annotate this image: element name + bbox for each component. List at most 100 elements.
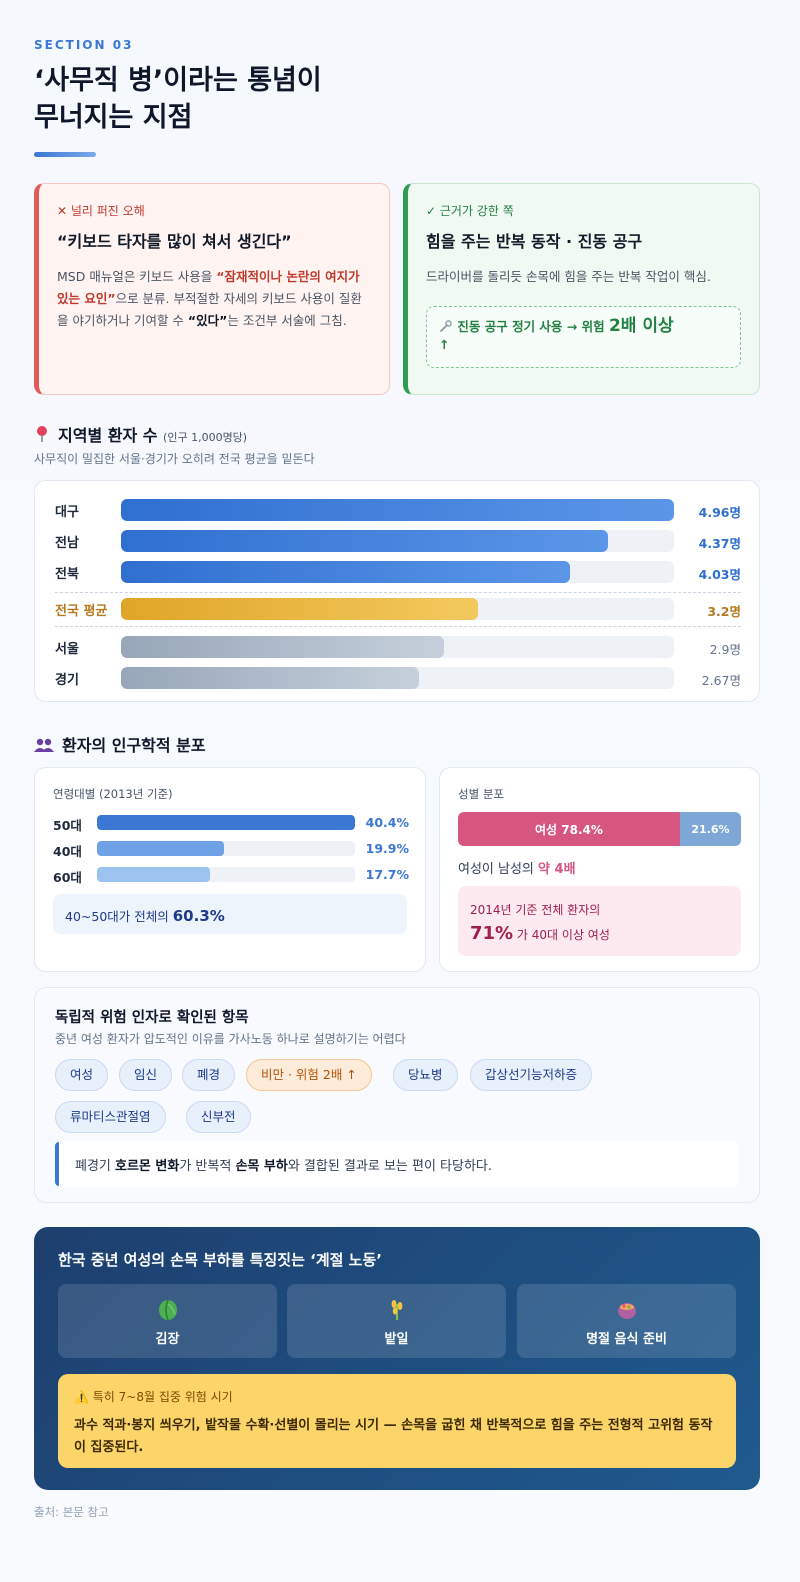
cabbage-icon	[155, 1296, 181, 1322]
region-value: 4.37명	[698, 536, 741, 551]
risk-pill: 폐경	[182, 1059, 236, 1091]
risk-pill: 임신	[119, 1059, 173, 1091]
region-row: 서울 2.9명	[35, 636, 761, 658]
myth-body-2: 으로 분류. 부적절한 자세의 키보드 사용이 질환을 야기하거나 기여할 수	[57, 291, 362, 328]
age-name: 60대	[53, 870, 82, 885]
age-track	[97, 815, 355, 830]
quote-2: 가 반복적	[179, 1159, 236, 1174]
region-bar	[121, 667, 419, 689]
quote-3: 와 결합된 결과로 보는 편이 타당하다.	[287, 1159, 493, 1174]
region-bar	[121, 530, 609, 552]
region-value: 2.67명	[701, 673, 741, 688]
myth-body: MSD 매뉴얼은 키보드 사용을 “잠재적이나 논란의 여지가 있는 요인”으로…	[57, 266, 369, 332]
myth-heading: “키보드 타자를 많이 쳐서 생긴다”	[57, 232, 292, 251]
season-tile-label: 명절 음식 준비	[586, 1332, 667, 1347]
myth-card: ✕ 널리 퍼진 오해 “키보드 타자를 많이 쳐서 생긴다” MSD 매뉴얼은 …	[34, 183, 390, 395]
region-value: 4.96명	[698, 505, 741, 520]
region-track	[121, 499, 674, 521]
myth-body-1: MSD 매뉴얼은 키보드 사용을	[57, 269, 217, 284]
region-row: 전북 4.03명	[35, 561, 761, 583]
age-name: 40대	[53, 844, 82, 859]
age-title: 연령대별 (2013년 기준)	[53, 787, 173, 801]
region-bar	[121, 499, 674, 521]
age-value: 17.7%	[365, 867, 409, 882]
quote-b2: 손목 부하	[235, 1159, 288, 1174]
demo-heading: 환자의 인구학적 분포	[34, 732, 206, 756]
sex-note-line1: 2014년 기준 전체 환자의	[470, 903, 601, 917]
myth-body-emphasis: “잠재적이나 논란의 여지가 있는 요인”	[57, 269, 360, 306]
risk-title: 독립적 위험 인자로 확인된 항목	[55, 1010, 249, 1026]
region-bar	[121, 561, 571, 583]
region-row: 전남 4.37명	[35, 530, 761, 552]
fact-box-arrow: ↑	[439, 337, 450, 352]
age-bar	[97, 841, 225, 856]
regional-chart: 대구 4.96명 전남 4.37명 전북 4.03명 전국 평균 3.2명 서울…	[34, 480, 760, 702]
source-note: 출처: 본문 참고	[34, 1505, 109, 1519]
title-line-1: ‘사무직 병’이라는 통념이	[34, 65, 322, 96]
season-tile: 명절 음식 준비	[517, 1284, 736, 1358]
risk-pill: 당뇨병	[393, 1059, 458, 1091]
risk-conclusion: 폐경기 호르몬 변화가 반복적 손목 부하와 결합된 결과로 보는 편이 타당하…	[55, 1142, 739, 1186]
region-bar	[121, 598, 478, 620]
region-value: 2.9명	[709, 642, 741, 657]
seasonal-labor-panel: 한국 중년 여성의 손목 부하를 특징짓는 ‘계절 노동’ 김장 밭일 명절 음…	[34, 1227, 760, 1490]
risk-pill: 갑상선기능저하증	[470, 1059, 593, 1091]
region-name: 대구	[55, 505, 79, 520]
region-track	[121, 598, 674, 620]
region-track	[121, 561, 674, 583]
divider	[55, 592, 741, 593]
fact-tag: ✓ 근거가 강한 쪽	[426, 204, 514, 218]
age-name: 50대	[53, 818, 82, 833]
sex-ratio-value: 약 4배	[538, 862, 576, 877]
quote-1: 폐경기	[75, 1159, 116, 1174]
age-note: 40~50대가 전체의 60.3%	[53, 894, 407, 934]
people-icon	[34, 736, 62, 755]
season-warning-head: ⚠️ 특히 7~8월 집중 위험 시기	[74, 1390, 233, 1404]
season-tile: 밭일	[287, 1284, 506, 1358]
region-row: 대구 4.96명	[35, 499, 761, 521]
season-warning: ⚠️ 특히 7~8월 집중 위험 시기 과수 적과·봉지 씌우기, 밭작물 수확…	[58, 1374, 736, 1468]
region-name: 경기	[55, 673, 79, 688]
age-bar	[97, 867, 211, 882]
cooking-pot-icon	[614, 1296, 640, 1322]
region-track	[121, 667, 674, 689]
region-track	[121, 530, 674, 552]
divider	[55, 626, 741, 627]
region-name: 전남	[55, 536, 79, 551]
region-bar	[121, 636, 445, 658]
myth-tag: ✕ 널리 퍼진 오해	[57, 204, 145, 218]
male-segment: 21.6%	[679, 812, 741, 846]
age-row: 40대 19.9%	[53, 840, 409, 859]
sex-ratio-text: 여성이 남성의	[458, 862, 534, 877]
age-card: 연령대별 (2013년 기준) 50대 40.4% 40대 19.9% 60대 …	[34, 767, 426, 972]
quote-b1: 호르몬 변화	[115, 1159, 180, 1174]
title-line-2: 무너지는 지점	[34, 102, 193, 133]
fact-heading: 힘을 주는 반복 동작 · 진동 공구	[426, 232, 643, 251]
crop-icon	[384, 1296, 410, 1322]
season-tile-label: 밭일	[384, 1332, 409, 1347]
risk-desc: 중년 여성 환자가 압도적인 이유를 가사노동 하나로 설명하기는 어렵다	[55, 1032, 406, 1046]
age-track	[97, 841, 355, 856]
age-value: 40.4%	[365, 815, 409, 830]
age-row: 50대 40.4%	[53, 814, 409, 833]
regional-title: 지역별 환자 수	[58, 426, 158, 445]
season-tile-label: 김장	[155, 1332, 180, 1347]
risk-pill: 여성	[55, 1059, 109, 1091]
risk-pill: 신부전	[186, 1101, 251, 1133]
wrench-icon	[439, 319, 457, 334]
sex-distribution-bar: 여성 78.4% 21.6%	[458, 812, 741, 846]
sex-title: 성별 분포	[458, 787, 504, 801]
myth-body-quote: “있다”	[187, 313, 228, 328]
sex-note: 2014년 기준 전체 환자의 71% 가 40대 이상 여성	[458, 886, 741, 956]
age-note-text: 40~50대가 전체의	[65, 909, 169, 924]
risk-pill-warning: 비만 · 위험 2배 ↑	[246, 1059, 372, 1091]
fact-highlight-box: 진동 공구 정기 사용 → 위험 2배 이상 ↑	[426, 306, 741, 368]
title-underline	[34, 152, 96, 157]
sex-note-line2: 가 40대 이상 여성	[516, 928, 610, 942]
risk-factors-card: 독립적 위험 인자로 확인된 항목 중년 여성 환자가 압도적인 이유를 가사노…	[34, 987, 760, 1203]
regional-desc: 사무직이 밀집한 서울·경기가 오히려 전국 평균을 밑돈다	[34, 452, 315, 466]
region-name: 전국 평균	[55, 604, 108, 619]
region-row-average: 전국 평균 3.2명	[35, 598, 761, 620]
age-track	[97, 867, 355, 882]
demo-title: 환자의 인구학적 분포	[62, 736, 206, 755]
